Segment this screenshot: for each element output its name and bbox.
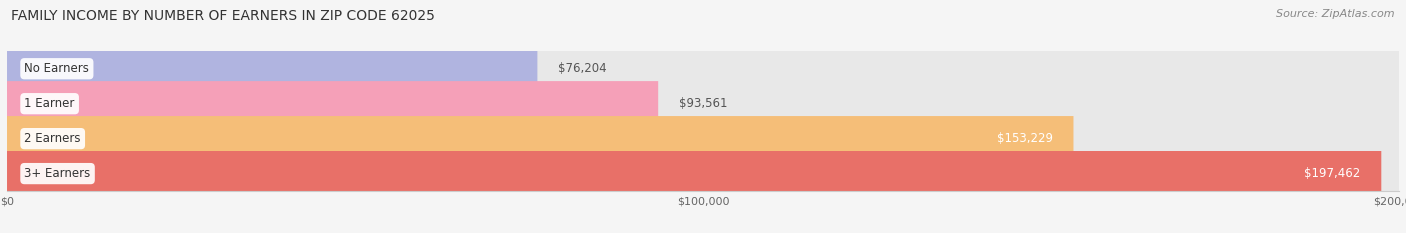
FancyBboxPatch shape <box>7 81 1399 126</box>
FancyBboxPatch shape <box>7 116 1073 161</box>
Text: Source: ZipAtlas.com: Source: ZipAtlas.com <box>1277 9 1395 19</box>
FancyBboxPatch shape <box>7 151 1381 196</box>
FancyBboxPatch shape <box>7 46 1399 91</box>
FancyBboxPatch shape <box>7 46 537 91</box>
Text: $93,561: $93,561 <box>679 97 727 110</box>
Text: $197,462: $197,462 <box>1305 167 1361 180</box>
Text: 2 Earners: 2 Earners <box>24 132 82 145</box>
FancyBboxPatch shape <box>7 81 658 126</box>
Text: 1 Earner: 1 Earner <box>24 97 75 110</box>
Text: $76,204: $76,204 <box>558 62 607 75</box>
Text: FAMILY INCOME BY NUMBER OF EARNERS IN ZIP CODE 62025: FAMILY INCOME BY NUMBER OF EARNERS IN ZI… <box>11 9 434 23</box>
Text: No Earners: No Earners <box>24 62 90 75</box>
Text: 3+ Earners: 3+ Earners <box>24 167 90 180</box>
FancyBboxPatch shape <box>7 116 1399 161</box>
FancyBboxPatch shape <box>7 151 1399 196</box>
Text: $153,229: $153,229 <box>997 132 1053 145</box>
